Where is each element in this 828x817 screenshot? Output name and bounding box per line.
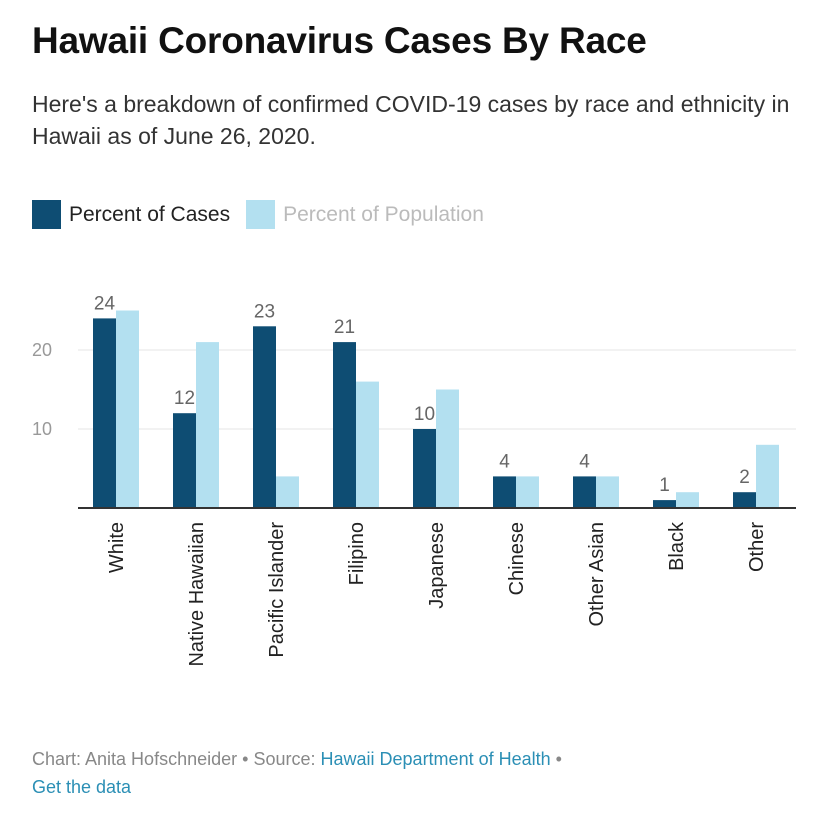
legend-label-population: Percent of Population xyxy=(283,202,484,226)
category-label-japanese: Japanese xyxy=(426,522,448,609)
category-label-native-hawaiian: Native Hawaiian xyxy=(186,522,208,667)
footer-separator-2: • xyxy=(555,749,562,769)
data-label-cases-japanese: 10 xyxy=(414,404,435,425)
legend-swatch-cases xyxy=(32,200,61,229)
chart-credit: Chart: Anita Hofschneider xyxy=(32,749,238,769)
chart-title: Hawaii Coronavirus Cases By Race xyxy=(32,20,647,61)
category-label-black: Black xyxy=(666,521,688,571)
source-link[interactable]: Hawaii Department of Health xyxy=(320,749,551,769)
bar-cases-other-asian xyxy=(573,476,596,508)
get-data-link[interactable]: Get the data xyxy=(32,777,132,797)
data-label-cases-black: 1 xyxy=(659,475,670,496)
data-label-cases-filipino: 21 xyxy=(334,317,355,338)
category-label-other: Other xyxy=(746,522,768,572)
category-label-chinese: Chinese xyxy=(506,522,528,595)
y-tick-label-10: 10 xyxy=(32,419,52,439)
bar-cases-white xyxy=(93,318,116,508)
category-label-other-asian: Other Asian xyxy=(586,522,608,627)
bar-cases-other xyxy=(733,492,756,508)
category-label-filipino: Filipino xyxy=(346,522,368,585)
category-label-white: White xyxy=(106,522,128,573)
category-label-pacific-islander: Pacific Islander xyxy=(266,522,288,658)
bar-population-native-hawaiian xyxy=(196,342,219,508)
bar-population-filipino xyxy=(356,381,379,508)
chart-subtitle: Here's a breakdown of confirmed COVID-19… xyxy=(32,91,790,149)
bar-cases-filipino xyxy=(333,342,356,508)
bar-population-other xyxy=(756,444,779,508)
data-label-cases-white: 24 xyxy=(94,293,116,314)
bar-cases-chinese xyxy=(493,476,516,508)
bar-population-pacific-islander xyxy=(276,476,299,508)
legend-item-cases: Percent of Cases xyxy=(32,200,230,229)
y-tick-label-20: 20 xyxy=(32,340,52,360)
bar-population-white xyxy=(116,310,139,508)
bar-cases-native-hawaiian xyxy=(173,413,196,508)
legend-swatch-population xyxy=(246,200,276,229)
bar-population-other-asian xyxy=(596,476,619,508)
bar-population-japanese xyxy=(436,389,459,508)
data-label-cases-other: 2 xyxy=(739,467,750,488)
data-label-cases-pacific-islander: 23 xyxy=(254,301,275,322)
legend: Percent of Cases Percent of Population xyxy=(32,200,500,229)
chart-footer: Chart: Anita Hofschneider • Source: Hawa… xyxy=(32,745,792,801)
source-prefix: Source: xyxy=(253,749,316,769)
data-label-cases-chinese: 4 xyxy=(499,451,510,472)
legend-label-cases: Percent of Cases xyxy=(69,202,231,226)
data-label-cases-native-hawaiian: 12 xyxy=(174,388,195,409)
bar-cases-japanese xyxy=(413,429,436,508)
data-label-cases-other-asian: 4 xyxy=(579,451,590,472)
legend-item-population: Percent of Population xyxy=(246,200,484,229)
bar-population-black xyxy=(676,492,699,508)
bar-cases-pacific-islander xyxy=(253,326,276,508)
footer-separator: • xyxy=(242,749,254,769)
bar-population-chinese xyxy=(516,476,539,508)
bar-cases-black xyxy=(653,500,676,508)
